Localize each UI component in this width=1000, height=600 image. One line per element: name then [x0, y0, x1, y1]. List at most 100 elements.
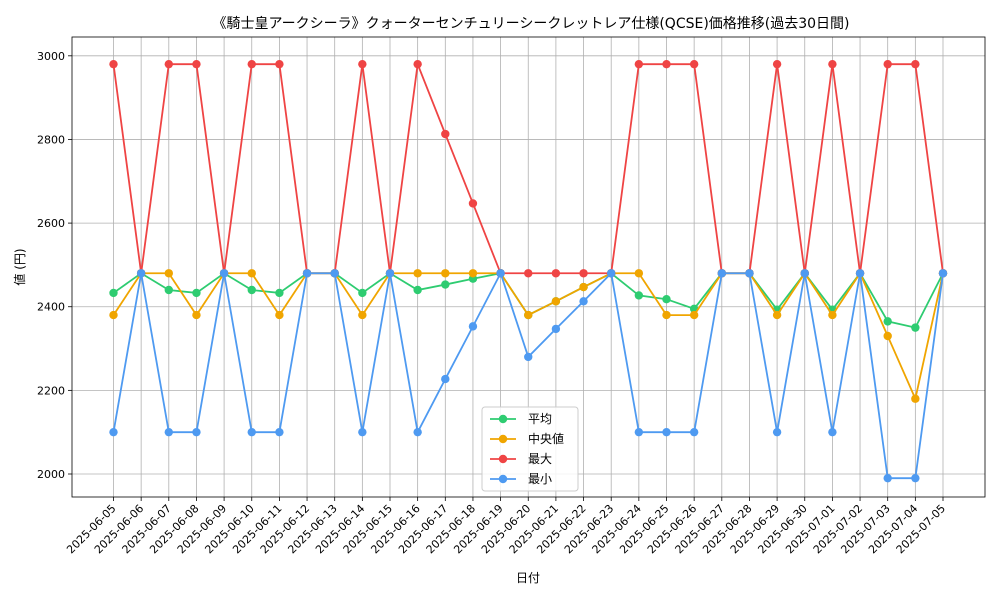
legend-marker — [498, 414, 508, 424]
data-point — [302, 269, 312, 278]
legend-marker — [498, 454, 508, 464]
data-point — [164, 59, 173, 69]
series-3 — [109, 269, 948, 483]
data-point — [413, 427, 422, 437]
data-point — [109, 310, 118, 320]
data-point — [136, 269, 146, 278]
data-point — [247, 59, 256, 69]
data-point — [689, 427, 699, 437]
legend-marker — [498, 474, 508, 484]
data-point — [330, 269, 339, 278]
y-tick-label: 2200 — [37, 384, 65, 397]
data-point — [689, 59, 699, 69]
data-point — [828, 427, 837, 437]
data-point — [413, 285, 422, 295]
data-point — [772, 427, 782, 437]
y-tick-label: 2000 — [37, 468, 65, 481]
data-point — [109, 59, 118, 69]
legend-label: 平均 — [528, 412, 552, 426]
data-point — [551, 324, 561, 334]
data-point — [717, 269, 726, 278]
data-point — [358, 59, 367, 69]
data-point — [745, 269, 754, 278]
data-point — [938, 269, 948, 278]
data-point — [275, 288, 284, 298]
legend-marker — [498, 434, 508, 444]
data-point — [441, 129, 450, 139]
data-point — [164, 427, 173, 437]
data-point — [662, 295, 671, 304]
x-axis-ticks: 2025-06-052025-06-062025-06-072025-06-08… — [64, 497, 948, 556]
data-point — [413, 59, 422, 69]
data-point — [579, 282, 588, 292]
data-point — [883, 473, 892, 483]
data-point — [219, 269, 229, 278]
data-point — [911, 323, 920, 332]
data-point — [247, 269, 256, 278]
data-point — [441, 280, 450, 289]
data-point — [855, 269, 865, 278]
data-point — [247, 427, 256, 437]
data-point — [468, 269, 478, 278]
data-point — [772, 59, 782, 69]
data-point — [662, 427, 671, 437]
legend-box — [481, 406, 579, 492]
x-axis-label: 日付 — [516, 571, 540, 585]
data-point — [911, 59, 920, 69]
data-point — [192, 288, 201, 298]
data-point — [828, 310, 837, 320]
data-point — [275, 310, 284, 320]
series-group — [109, 59, 948, 483]
data-point — [385, 269, 395, 278]
data-point — [275, 59, 284, 69]
data-point — [275, 427, 284, 437]
data-point — [192, 59, 201, 69]
data-point — [358, 427, 367, 437]
data-point — [551, 269, 561, 278]
data-point — [247, 285, 256, 295]
data-point — [911, 394, 920, 403]
legend-label: 最小 — [528, 472, 552, 486]
data-point — [524, 352, 533, 362]
legend-label: 中央値 — [528, 431, 564, 446]
data-point — [689, 310, 699, 320]
data-point — [579, 297, 588, 306]
y-tick-label: 2400 — [37, 301, 65, 314]
data-point — [441, 269, 450, 278]
data-point — [358, 310, 367, 320]
data-point — [109, 288, 118, 298]
data-point — [468, 322, 478, 331]
data-point — [662, 310, 671, 320]
data-point — [164, 285, 173, 295]
chart-title: 《騎士皇アークシーラ》クォーターセンチュリーシークレットレア仕様(QCSE)価格… — [212, 16, 849, 32]
data-point — [109, 427, 118, 437]
data-point — [524, 269, 533, 278]
data-point — [634, 59, 644, 69]
legend-label: 最大 — [528, 452, 552, 466]
data-point — [883, 59, 892, 69]
data-point — [496, 269, 505, 278]
y-axis-label: 値 (円) — [12, 248, 27, 285]
data-point — [828, 59, 837, 69]
data-point — [413, 269, 422, 278]
data-point — [772, 310, 782, 320]
data-point — [634, 269, 644, 278]
data-point — [883, 317, 892, 326]
data-point — [164, 269, 173, 278]
y-tick-label: 3000 — [37, 50, 65, 63]
data-point — [358, 288, 367, 298]
data-point — [551, 297, 561, 306]
data-point — [192, 427, 201, 437]
data-point — [911, 473, 920, 483]
y-tick-label: 2600 — [37, 217, 65, 230]
data-point — [662, 59, 671, 69]
data-point — [468, 199, 478, 208]
data-point — [441, 374, 450, 384]
data-point — [800, 269, 809, 278]
y-axis-ticks: 2000 2200 2400 2600 2800 3000 — [37, 50, 72, 481]
data-point — [579, 269, 588, 278]
data-point — [634, 291, 644, 300]
data-point — [634, 427, 644, 437]
